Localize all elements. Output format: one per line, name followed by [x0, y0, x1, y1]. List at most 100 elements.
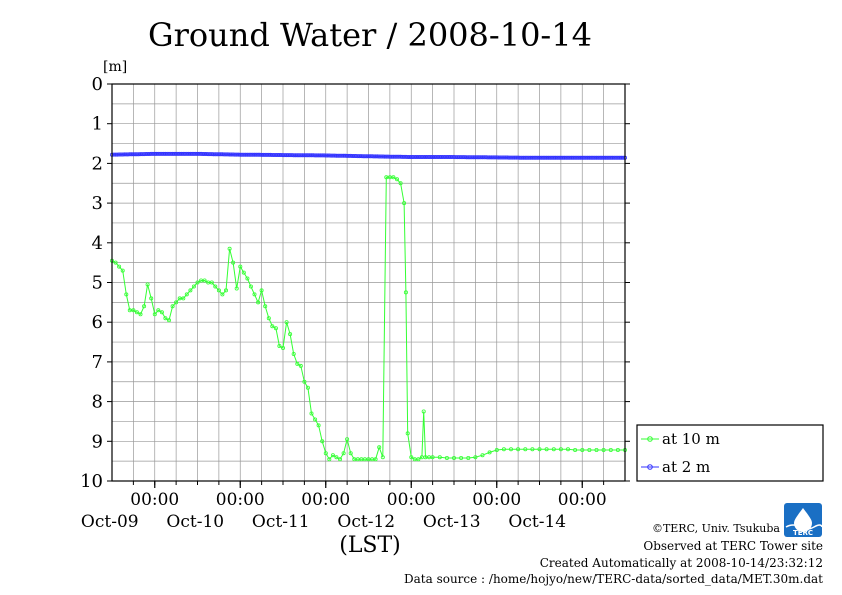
- data-point: [551, 447, 556, 452]
- data-point: [220, 152, 225, 157]
- data-point: [473, 455, 478, 460]
- data-point: [234, 286, 239, 291]
- legend-marker-2m: [647, 464, 653, 470]
- data-point: [320, 439, 325, 444]
- data-point: [403, 154, 408, 159]
- data-point: [166, 151, 171, 156]
- data-point: [298, 363, 303, 368]
- data-point: [149, 296, 154, 301]
- data-point: [516, 447, 521, 452]
- data-point: [126, 152, 131, 157]
- x-tick-time-label: 00:00: [387, 490, 436, 510]
- data-point: [291, 351, 296, 356]
- data-point: [142, 304, 147, 309]
- data-point: [120, 152, 125, 157]
- data-point: [195, 280, 200, 285]
- data-point: [245, 276, 250, 281]
- data-point: [451, 154, 456, 159]
- data-point: [587, 447, 592, 452]
- data-point: [165, 151, 170, 156]
- data-point: [391, 154, 396, 159]
- data-point: [159, 310, 164, 315]
- data-point: [313, 417, 318, 422]
- data-point: [289, 153, 294, 158]
- data-point: [156, 308, 161, 313]
- data-point: [364, 154, 369, 159]
- data-point: [384, 154, 389, 159]
- data-point: [348, 451, 353, 456]
- data-point: [316, 423, 321, 428]
- data-point: [279, 152, 284, 157]
- data-point: [391, 175, 396, 180]
- data-point: [188, 288, 193, 293]
- data-point: [346, 153, 351, 158]
- data-point: [234, 152, 239, 157]
- data-point: [136, 152, 141, 157]
- data-point: [248, 152, 253, 157]
- data-point: [259, 288, 264, 293]
- data-point: [337, 153, 342, 158]
- data-point: [277, 343, 282, 348]
- data-point: [256, 300, 261, 305]
- legend-box: [636, 424, 824, 482]
- data-point: [295, 361, 300, 366]
- chart-title: Ground Water / 2008-10-14: [148, 16, 592, 54]
- data-point: [191, 284, 196, 289]
- data-point: [266, 316, 271, 321]
- data-point: [459, 455, 464, 460]
- data-point: [444, 455, 449, 460]
- terc-logo-text: TERC: [793, 529, 813, 537]
- data-point: [505, 155, 510, 160]
- data-point: [175, 151, 180, 156]
- data-point: [320, 153, 325, 158]
- data-point: [362, 154, 367, 159]
- data-point: [117, 264, 122, 269]
- data-point: [273, 326, 278, 331]
- data-point: [229, 152, 234, 157]
- data-point: [170, 304, 175, 309]
- data-point: [129, 152, 134, 157]
- terc-logo: TERC: [784, 503, 823, 537]
- x-tick-time-label: 00:00: [216, 490, 265, 510]
- y-tick-label: 10: [80, 471, 103, 492]
- data-point: [375, 154, 380, 159]
- copyright-text: ©TERC, Univ. Tsukuba: [652, 522, 780, 535]
- data-point: [405, 431, 410, 436]
- x-tick-time-label: 00:00: [130, 490, 179, 510]
- data-point: [182, 151, 187, 156]
- x-axis: 00:00Oct-0900:00Oct-1000:00Oct-1100:00Oc…: [81, 481, 607, 532]
- data-point: [558, 447, 563, 452]
- data-point: [421, 409, 426, 414]
- data-point: [300, 153, 305, 158]
- created-text: Created Automatically at 2008-10-14/23:3…: [540, 556, 823, 570]
- data-point: [402, 154, 407, 159]
- data-point: [166, 318, 171, 323]
- data-point: [323, 451, 328, 456]
- data-point: [241, 270, 246, 275]
- data-point: [402, 201, 407, 206]
- data-point: [131, 308, 136, 313]
- data-point: [398, 181, 403, 186]
- data-point: [277, 152, 282, 157]
- x-tick-date-label: Oct-13: [423, 512, 481, 532]
- y-tick-label: 6: [92, 312, 103, 333]
- data-point: [191, 151, 196, 156]
- x-tick-time-label: 00:00: [558, 490, 607, 510]
- data-point: [525, 155, 530, 160]
- data-point: [305, 385, 310, 390]
- y-tick-label: 3: [92, 193, 103, 214]
- data-point: [152, 312, 157, 317]
- data-point: [113, 260, 118, 265]
- data-point: [213, 284, 218, 289]
- data-point: [530, 447, 535, 452]
- y-tick-label: 4: [92, 233, 103, 254]
- data-point: [115, 152, 120, 157]
- data-point: [163, 151, 168, 156]
- y-tick-label: 1: [92, 114, 103, 135]
- y-axis: 0 1 2 3 4 5 6 7 8 9 10: [80, 74, 630, 492]
- data-point: [353, 153, 358, 158]
- data-point: [416, 457, 421, 462]
- data-point: [138, 312, 143, 317]
- x-axis-label: (LST): [339, 533, 401, 558]
- data-point: [580, 447, 585, 452]
